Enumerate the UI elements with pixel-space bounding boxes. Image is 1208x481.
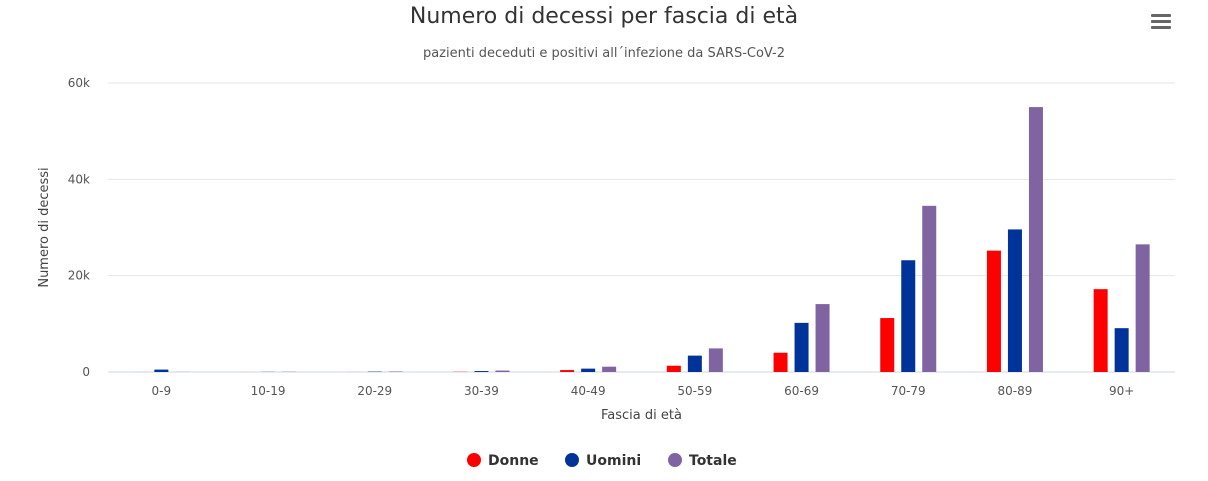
x-tick-label: 30-39	[464, 384, 499, 398]
x-tick-label: 90+	[1109, 384, 1134, 398]
bar-totale	[708, 348, 723, 372]
bar-donne	[880, 318, 895, 372]
y-tick-label: 0	[82, 365, 90, 379]
x-tick-label: 10-19	[251, 384, 286, 398]
bar-uomini	[154, 369, 169, 372]
chart-subtitle: pazienti deceduti e positivi all´infezio…	[422, 46, 786, 61]
x-tick-label: 80-89	[998, 384, 1033, 398]
x-tick-label: 50-59	[677, 384, 712, 398]
legend-marker-donne	[467, 453, 481, 467]
bar-donne	[666, 365, 681, 372]
x-tick-label: 20-29	[357, 384, 392, 398]
legend-label-totale: Totale	[689, 453, 737, 469]
x-tick-label: 60-69	[784, 384, 819, 398]
x-tick-label: 70-79	[891, 384, 926, 398]
bar-totale	[922, 205, 937, 372]
chart-title: Numero di decessi per fascia di età	[409, 4, 799, 29]
bar-totale	[495, 370, 510, 372]
bar-uomini	[1007, 229, 1022, 372]
legend-label-donne: Donne	[488, 453, 539, 469]
bar-uomini	[794, 322, 809, 372]
bar-totale	[1028, 107, 1043, 372]
y-axis-title: Numero di decessi	[37, 167, 52, 287]
x-tick-label: 40-49	[571, 384, 606, 398]
bar-uomini	[687, 355, 702, 372]
y-tick-label: 40k	[68, 172, 90, 186]
bar-donne	[560, 370, 575, 372]
bar-uomini	[581, 368, 596, 372]
bar-donne	[1093, 289, 1108, 372]
legend-label-uomini: Uomini	[586, 453, 641, 469]
bar-totale	[602, 366, 617, 372]
bar-donne	[773, 352, 788, 372]
bar-uomini	[474, 371, 489, 372]
y-tick-label: 60k	[68, 76, 90, 90]
y-tick-label: 20k	[68, 269, 90, 283]
x-axis-title: Fascia di età	[601, 408, 682, 423]
legend-marker-uomini	[565, 453, 579, 467]
bar-uomini	[901, 260, 916, 372]
bar-donne	[986, 250, 1001, 372]
bar-uomini	[1114, 328, 1129, 372]
bar-totale	[815, 304, 830, 372]
legend-marker-totale	[668, 453, 682, 467]
hamburger-menu-icon[interactable]	[1149, 12, 1173, 32]
x-tick-label: 0-9	[152, 384, 172, 398]
bar-totale	[1135, 244, 1150, 372]
